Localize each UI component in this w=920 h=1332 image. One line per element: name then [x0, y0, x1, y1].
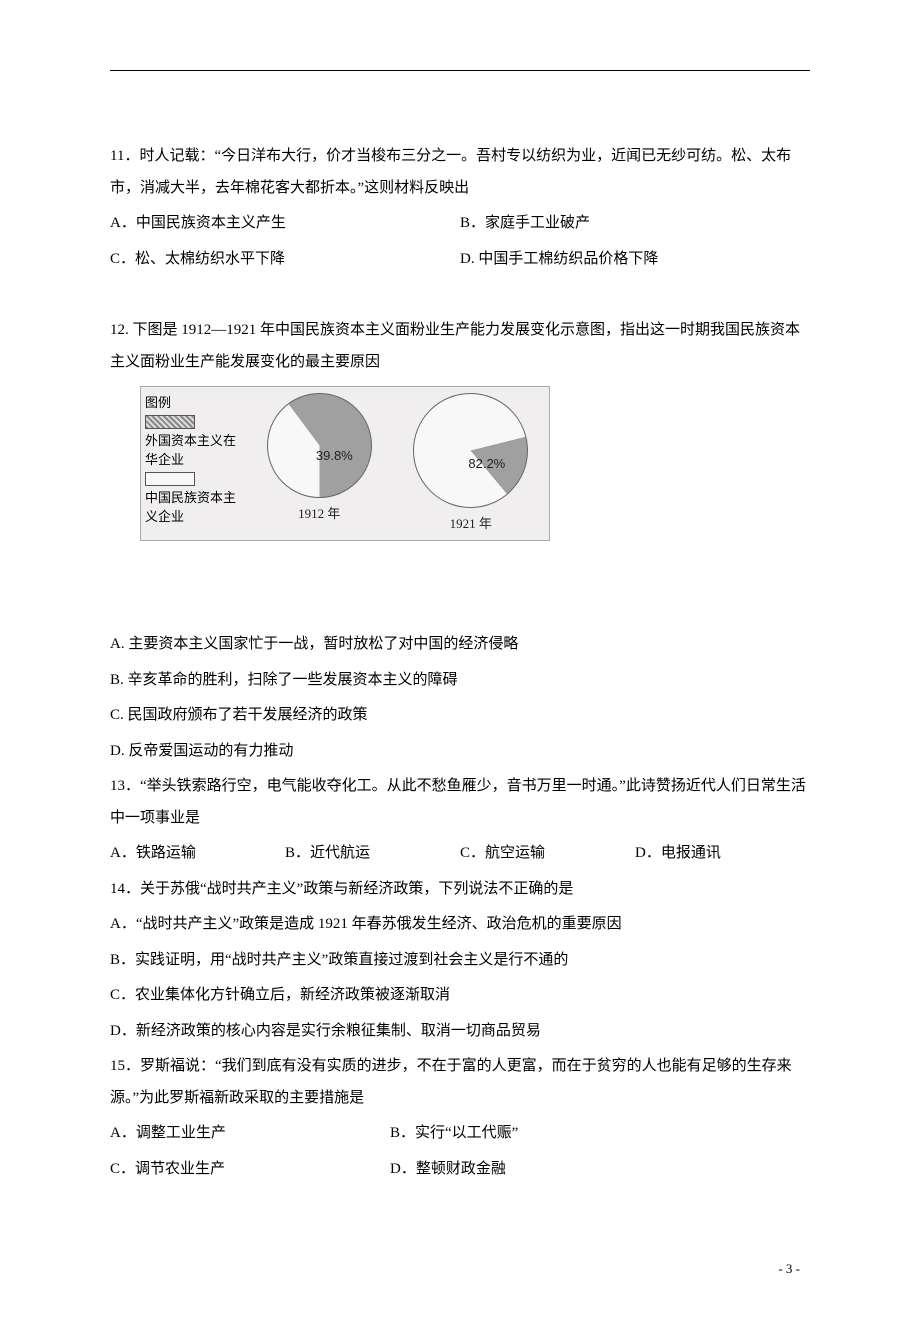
q11-row2: C．松、太棉纺织水平下降 D. 中国手工棉纺织品价格下降 — [110, 244, 810, 276]
q15-stem: 15．罗斯福说：“我们到底有没有实质的进步，不在于富的人更富，而在于贫穷的人也能… — [110, 1051, 810, 1114]
top-rule — [110, 70, 810, 71]
q13-opt-d: D．电报通讯 — [635, 838, 810, 870]
q13-opt-a: A．铁路运输 — [110, 838, 285, 870]
legend-swatch-national — [145, 472, 195, 486]
q15-opt-a: A．调整工业生产 — [110, 1118, 390, 1150]
pie-chart-figure: 图例 外国资本主义在华企业 中国民族资本主义企业 39.8% 1912 年 82… — [140, 386, 550, 541]
pie-1921-block: 82.2% 1921 年 — [413, 393, 528, 537]
q13-row: A．铁路运输 B．近代航运 C．航空运输 D．电报通讯 — [110, 838, 810, 870]
chart-legend: 图例 外国资本主义在华企业 中国民族资本主义企业 — [141, 387, 246, 540]
q11-opt-c: C．松、太棉纺织水平下降 — [110, 244, 460, 276]
q12-opt-d: D. 反帝爱国运动的有力推动 — [110, 736, 810, 768]
q15-row1: A．调整工业生产 B．实行“以工代赈” — [110, 1118, 810, 1150]
q11-opt-b: B．家庭手工业破产 — [460, 208, 810, 240]
pie-1912-year: 1912 年 — [298, 500, 340, 527]
pie-1921-year: 1921 年 — [450, 510, 492, 537]
q12-stem: 12. 下图是 1912—1921 年中国民族资本主义面粉业生产能力发展变化示意… — [110, 315, 810, 378]
q12-opt-a: A. 主要资本主义国家忙于一战，暂时放松了对中国的经济侵略 — [110, 629, 810, 661]
q14-stem: 14．关于苏俄“战时共产主义”政策与新经济政策，下列说法不正确的是 — [110, 874, 810, 906]
q14-opt-b: B．实践证明，用“战时共产主义”政策直接过渡到社会主义是行不通的 — [110, 945, 810, 977]
q14-opt-d: D．新经济政策的核心内容是实行余粮征集制、取消一切商品贸易 — [110, 1016, 810, 1048]
q13-opt-c: C．航空运输 — [460, 838, 635, 870]
pie-1921-pct: 82.2% — [468, 450, 505, 477]
page-number: - 3 - — [110, 1255, 810, 1282]
q15-opt-b: B．实行“以工代赈” — [390, 1118, 740, 1150]
pie-area: 39.8% 1912 年 82.2% 1921 年 — [246, 387, 549, 540]
legend-label-national: 中国民族资本主义企业 — [145, 488, 242, 527]
legend-swatch-foreign — [145, 415, 195, 429]
legend-label-foreign: 外国资本主义在华企业 — [145, 431, 242, 470]
q11-opt-d: D. 中国手工棉纺织品价格下降 — [460, 244, 810, 276]
legend-title: 图例 — [145, 393, 242, 413]
q11-stem: 11．时人记载：“今日洋布大行，价才当梭布三分之一。吾村专以纺织为业，近闻已无纱… — [110, 141, 810, 204]
q15-row2: C．调节农业生产 D．整顿财政金融 — [110, 1154, 810, 1186]
q11-row1: A．中国民族资本主义产生 B．家庭手工业破产 — [110, 208, 810, 240]
q12-opt-b: B. 辛亥革命的胜利，扫除了一些发展资本主义的障碍 — [110, 665, 810, 697]
pie-1912-block: 39.8% 1912 年 — [267, 393, 372, 527]
q13-stem: 13．“举头铁索路行空，电气能收夺化工。从此不愁鱼雁少，音书万里一时通。”此诗赞… — [110, 771, 810, 834]
q14-opt-a: A．“战时共产主义”政策是造成 1921 年春苏俄发生经济、政治危机的重要原因 — [110, 909, 810, 941]
q11-opt-a: A．中国民族资本主义产生 — [110, 208, 460, 240]
q15-opt-d: D．整顿财政金融 — [390, 1154, 740, 1186]
q15-opt-c: C．调节农业生产 — [110, 1154, 390, 1186]
pie-1912-pct: 39.8% — [316, 442, 353, 469]
q14-opt-c: C．农业集体化方针确立后，新经济政策被逐渐取消 — [110, 980, 810, 1012]
pie-1912: 39.8% — [267, 393, 372, 498]
q13-opt-b: B．近代航运 — [285, 838, 460, 870]
pie-1921: 82.2% — [413, 393, 528, 508]
q12-opt-c: C. 民国政府颁布了若干发展经济的政策 — [110, 700, 810, 732]
